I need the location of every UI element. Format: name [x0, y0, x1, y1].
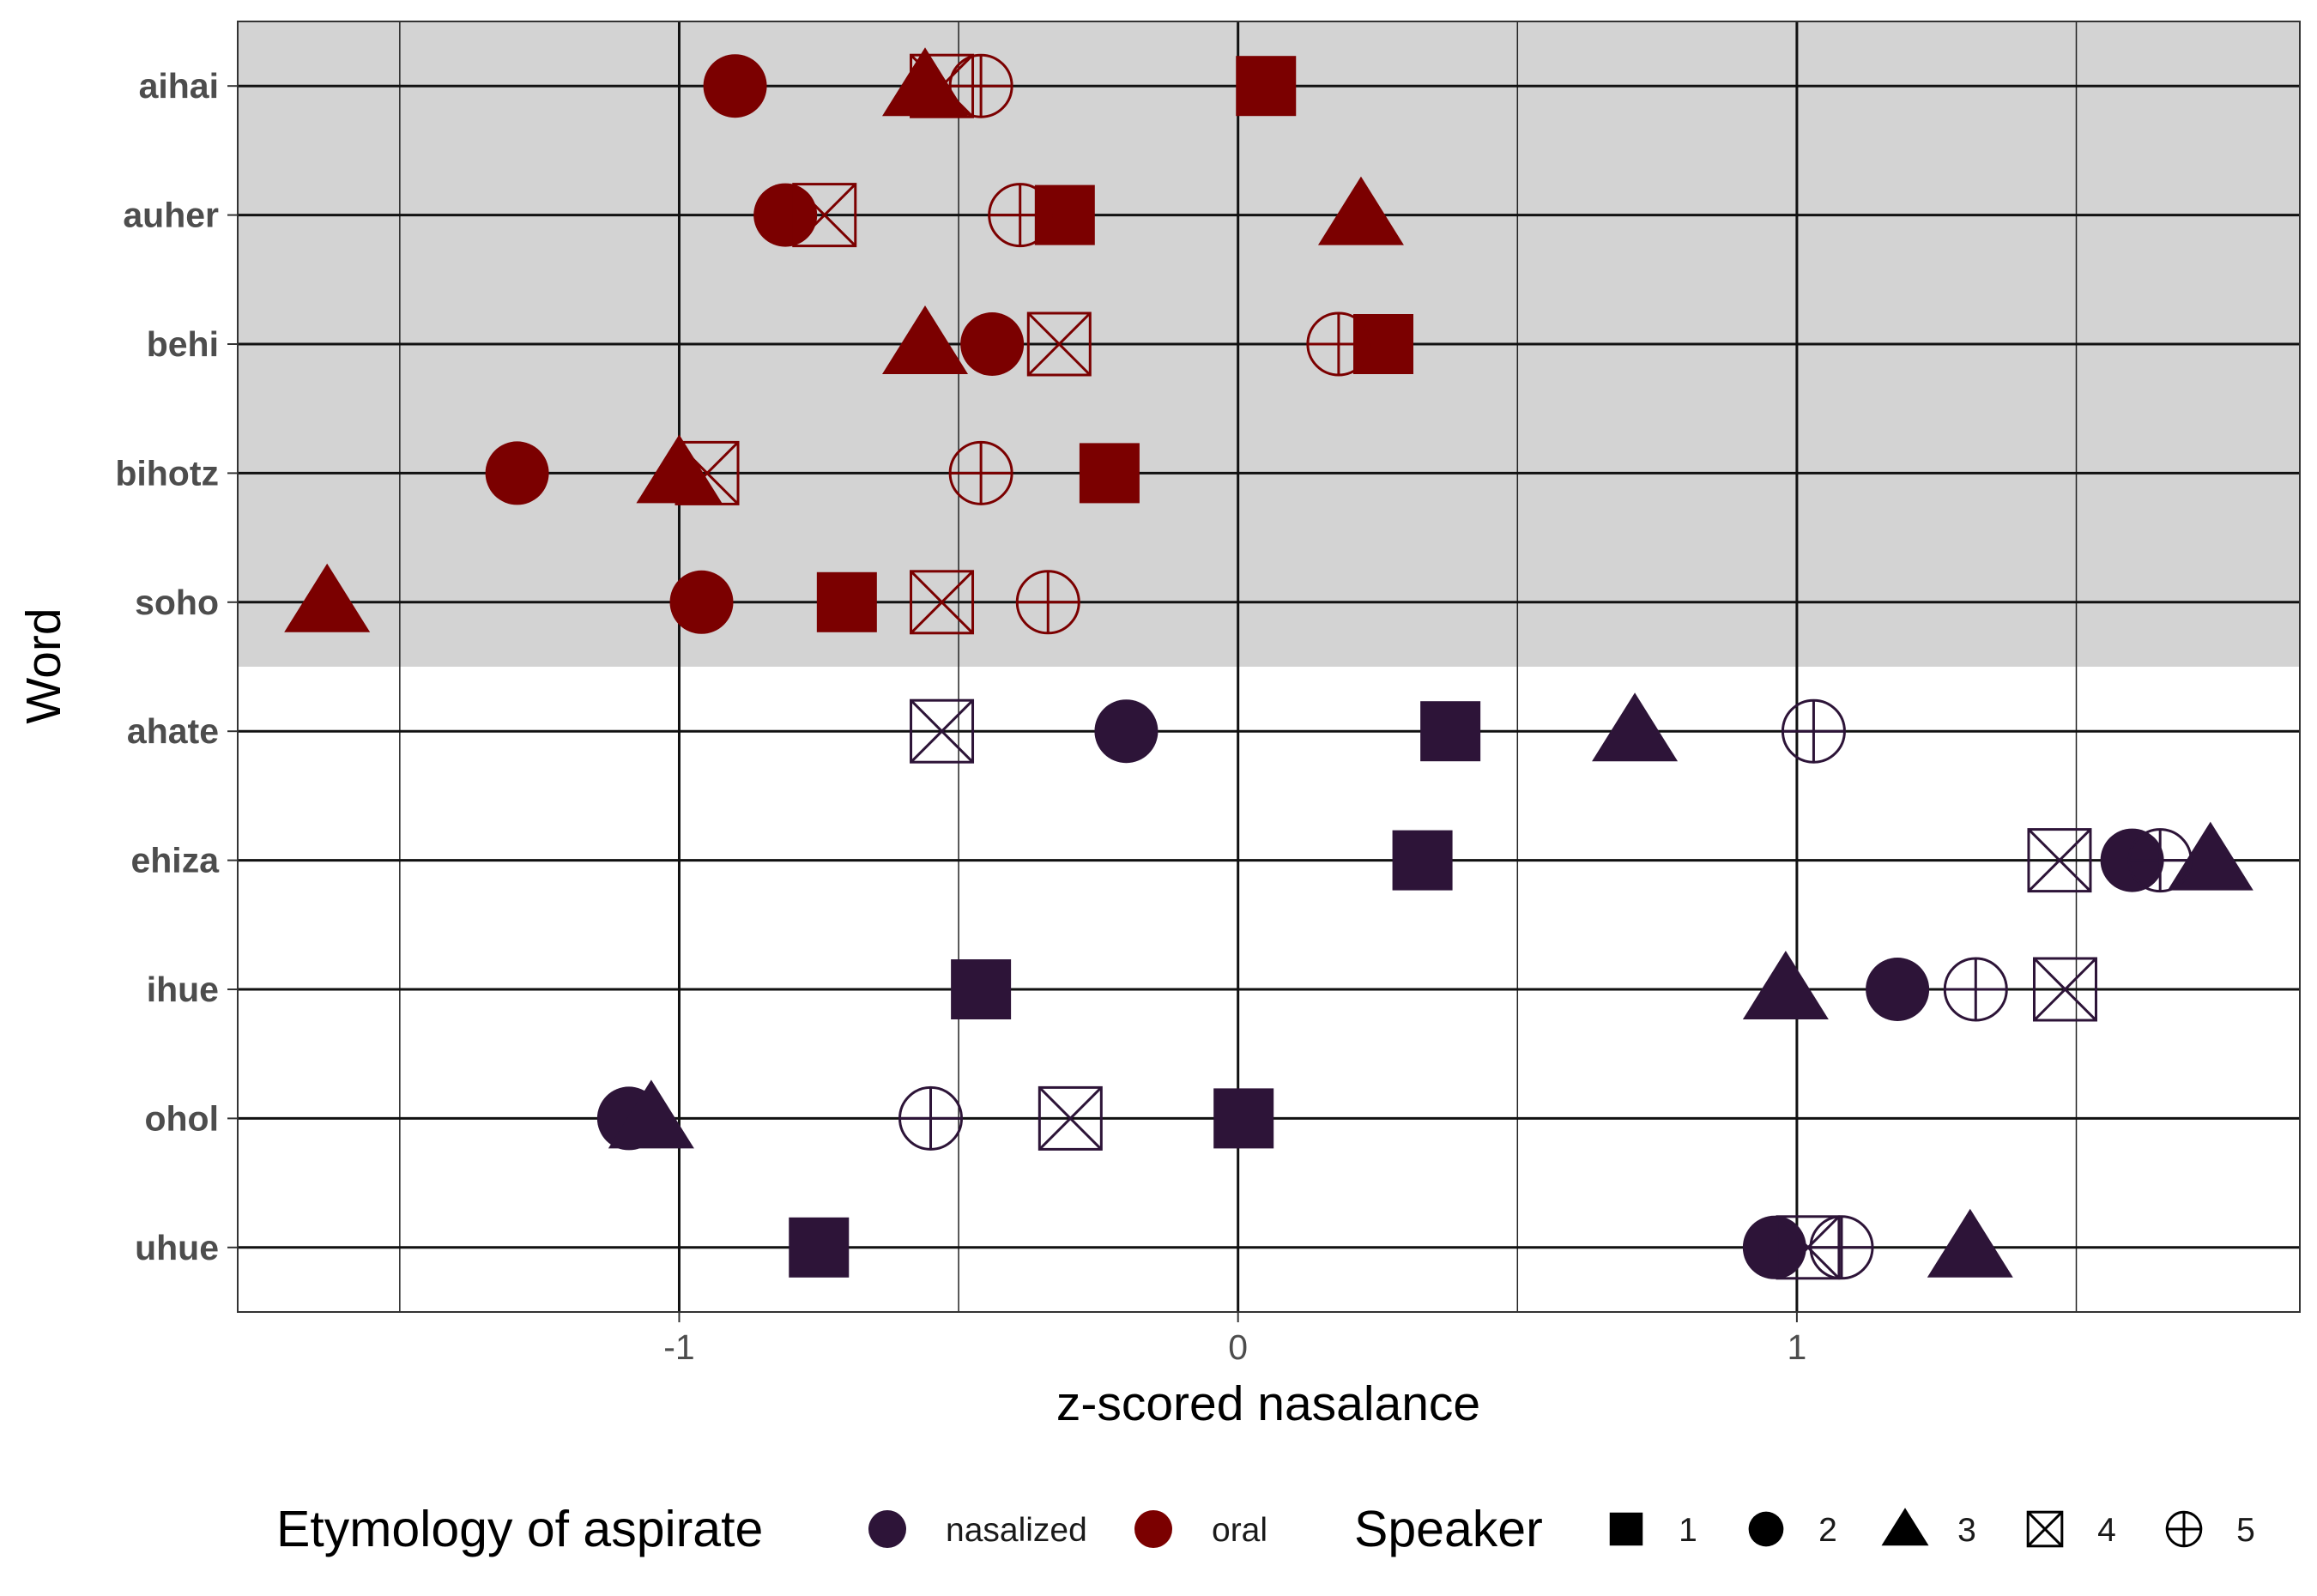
legend-color-title: Etymology of aspirate — [276, 1501, 763, 1557]
data-point-auher-speaker-3 — [1317, 176, 1404, 245]
data-point-soho-speaker-1 — [816, 571, 877, 632]
y-tick-label-uhue: uhue — [135, 1228, 219, 1267]
data-point-bihotz-speaker-3 — [636, 434, 723, 504]
legend-label-oral: oral — [1212, 1512, 1267, 1549]
legend-label-speaker-1: 1 — [1679, 1512, 1697, 1549]
panel-border — [237, 21, 2301, 1313]
data-point-aihai-speaker-5 — [948, 53, 1013, 118]
legend-label-speaker-2: 2 — [1818, 1512, 1837, 1549]
legend-key-nasalized — [868, 1510, 906, 1548]
data-point-ehiza-speaker-1 — [1392, 830, 1453, 891]
legend-key-speaker-2 — [1748, 1511, 1784, 1547]
legend-key-speaker-1 — [1609, 1512, 1643, 1546]
legend: Etymology of aspirate nasalized oral Speake… — [276, 1501, 2255, 1557]
y-tick-label-ihue: ihue — [147, 970, 219, 1009]
data-point-aihai-speaker-2 — [703, 54, 767, 118]
legend-label-speaker-5: 5 — [2236, 1512, 2255, 1549]
data-point-ahate-speaker-1 — [1420, 701, 1481, 762]
data-point-ehiza-speaker-4 — [2027, 828, 2092, 893]
data-point-aihai-speaker-3 — [882, 47, 968, 117]
data-point-uhue-speaker-1 — [789, 1217, 850, 1278]
data-point-aihai-speaker-1 — [1236, 56, 1297, 117]
y-tick-label-ohol: ohol — [144, 1098, 219, 1138]
data-point-soho-speaker-5 — [1015, 570, 1080, 635]
x-tick-label: 0 — [1228, 1327, 1248, 1367]
data-point-ihue-speaker-2 — [1866, 958, 1930, 1021]
data-point-behi-speaker-3 — [882, 305, 968, 374]
data-point-bihotz-speaker-1 — [1079, 443, 1140, 504]
data-point-uhue-speaker-5 — [1809, 1215, 1874, 1280]
data-point-bihotz-speaker-4 — [675, 440, 740, 505]
data-point-ohol-speaker-1 — [1213, 1088, 1274, 1149]
data-point-soho-speaker-4 — [910, 570, 975, 635]
data-point-ohol-speaker-3 — [608, 1079, 694, 1149]
y-axis-title: Word — [16, 608, 71, 723]
legend-label-speaker-4: 4 — [2097, 1512, 2116, 1549]
data-point-behi-speaker-5 — [1306, 311, 1371, 377]
data-point-ihue-speaker-5 — [1943, 957, 2008, 1022]
legend-key-speaker-3 — [1881, 1508, 1929, 1546]
x-axis-labels: -1 0 1 — [663, 1312, 1806, 1367]
legend-label-speaker-3: 3 — [1957, 1512, 1976, 1549]
legend-label-nasalized: nasalized — [946, 1512, 1087, 1549]
y-tick-label-soho: soho — [135, 583, 219, 622]
y-tick-label-bihotz: bihotz — [115, 453, 219, 493]
data-point-uhue-speaker-3 — [1927, 1208, 2013, 1278]
data-point-ahate-speaker-3 — [1592, 692, 1679, 762]
data-point-ahate-speaker-5 — [1781, 698, 1846, 764]
data-point-auher-speaker-5 — [988, 183, 1053, 248]
plot-panel — [237, 21, 2301, 1313]
y-tick-label-ahate: ahate — [127, 711, 219, 751]
data-point-ahate-speaker-2 — [1094, 699, 1158, 764]
y-tick-label-behi: behi — [147, 324, 219, 364]
data-point-ahate-speaker-4 — [910, 698, 975, 764]
y-tick-label-auher: auher — [123, 196, 219, 235]
data-point-uhue-speaker-2 — [1742, 1215, 1806, 1279]
data-point-behi-speaker-4 — [1026, 311, 1092, 377]
x-tick-label: 1 — [1787, 1327, 1806, 1367]
data-point-ihue-speaker-3 — [1742, 951, 1829, 1019]
data-point-auher-speaker-2 — [753, 183, 818, 247]
y-axis-labels: aihai auher behi bihotz soho ahate ehiza ihue oh… — [115, 66, 238, 1267]
legend-key-speaker-4 — [2026, 1510, 2064, 1548]
legend-key-speaker-5 — [2165, 1510, 2203, 1548]
data-point-soho-speaker-2 — [669, 570, 734, 634]
legend-shape-title: Speaker — [1354, 1501, 1543, 1557]
y-tick-label-ehiza: ehiza — [130, 841, 220, 880]
data-point-auher-speaker-4 — [792, 183, 857, 248]
data-point-ohol-speaker-4 — [1038, 1085, 1103, 1151]
legend-key-oral — [1134, 1510, 1172, 1548]
data-point-ohol-speaker-5 — [898, 1085, 964, 1151]
data-point-soho-speaker-3 — [284, 563, 371, 632]
x-axis-title: z-scored nasalance — [1056, 1376, 1480, 1431]
data-point-behi-speaker-2 — [960, 312, 1025, 376]
data-point-ehiza-speaker-5 — [2127, 828, 2193, 893]
data-point-bihotz-speaker-2 — [485, 441, 549, 505]
y-tick-label-aihai: aihai — [139, 66, 219, 106]
data-point-bihotz-speaker-5 — [948, 440, 1013, 505]
data-point-ihue-speaker-1 — [951, 959, 1012, 1019]
data-point-ihue-speaker-4 — [2032, 957, 2097, 1022]
x-tick-label: -1 — [663, 1327, 694, 1367]
data-point-ehiza-speaker-3 — [2167, 821, 2253, 891]
